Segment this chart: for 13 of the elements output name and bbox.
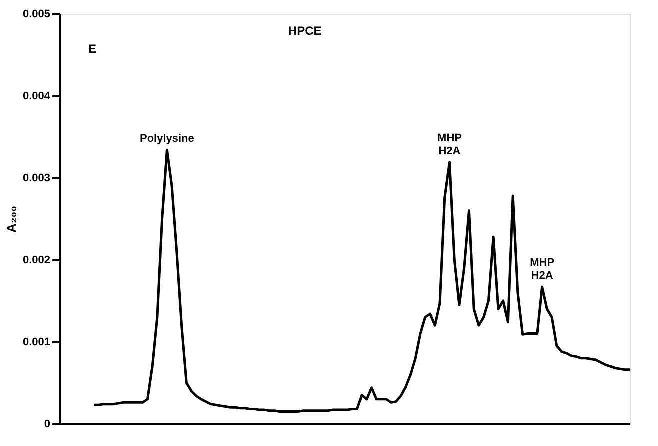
- y-tick-label: 0.001: [22, 336, 50, 348]
- annotation: MHP H2A: [530, 257, 555, 282]
- y-tick-label: 0.004: [22, 90, 52, 102]
- y-axis-title: A₂₀₀: [4, 206, 19, 233]
- y-tick-label: 0.005: [22, 8, 50, 20]
- text: HPCE: [288, 24, 322, 38]
- annotation: Polylysine: [140, 133, 194, 146]
- annotation: E: [88, 42, 97, 56]
- annotation: MHP H2A: [438, 132, 462, 158]
- y-tick-label: 0.003: [22, 172, 50, 184]
- line-series: [92, 148, 632, 413]
- y-tick-label: 0.002: [22, 254, 50, 266]
- y-tick-label: 0: [44, 418, 50, 430]
